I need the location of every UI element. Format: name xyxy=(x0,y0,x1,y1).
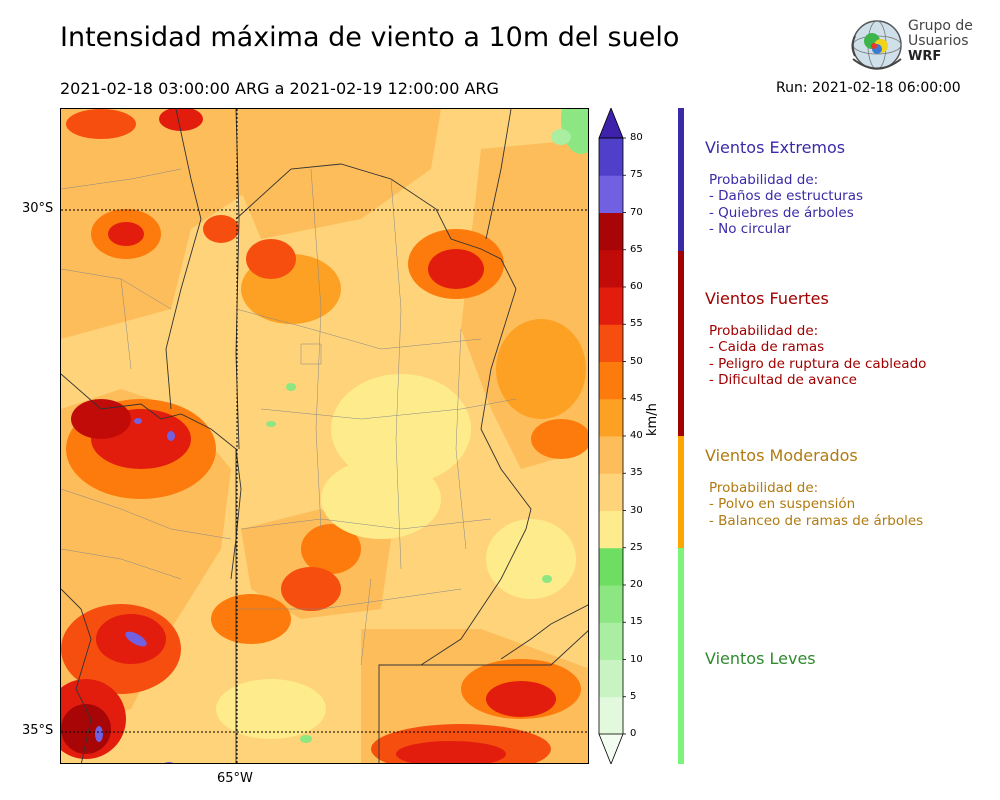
extremos-item-2: - Quiebres de árboles xyxy=(709,204,854,221)
category-leves-title: Vientos Leves xyxy=(705,649,816,668)
wind-map xyxy=(60,108,589,764)
colorbar-unit: km/h xyxy=(645,403,660,436)
colorbar-band xyxy=(599,696,623,735)
boundaries xyxy=(61,109,588,763)
logo-line1: Grupo de xyxy=(908,18,973,34)
colorbar-band xyxy=(599,547,623,586)
colorbar-tick-label: 15 xyxy=(630,616,643,628)
graticule xyxy=(61,109,588,763)
moderados-desc-title: Probabilidad de: xyxy=(709,480,819,496)
colorbar-tick-label: 5 xyxy=(630,690,637,702)
extremos-item-3: - No circular xyxy=(709,220,791,237)
fuertes-item-2: - Peligro de ruptura de cableado xyxy=(709,355,927,372)
colorbar-extend-high xyxy=(598,108,624,139)
forecast-period: 2021-02-18 03:00:00 ARG a 2021-02-19 12:… xyxy=(60,79,499,98)
category-fuertes-title: Vientos Fuertes xyxy=(705,289,829,308)
legend-bar-segment xyxy=(678,108,684,251)
colorbar-tick-label: 35 xyxy=(630,467,643,479)
colorbar-band xyxy=(599,175,623,213)
run-time: Run: 2021-02-18 06:00:00 xyxy=(776,80,961,96)
colorbar-tick-label: 55 xyxy=(630,318,643,330)
category-extremos-desc: Probabilidad de: - Daños de estructuras … xyxy=(709,172,863,237)
colorbar-band xyxy=(599,622,623,660)
colorbar-tick-label: 30 xyxy=(630,504,643,516)
colorbar-tick-label: 0 xyxy=(630,728,637,739)
colorbar-tick-label: 45 xyxy=(630,392,643,404)
category-extremos-title: Vientos Extremos xyxy=(705,138,846,157)
fuertes-item-1: - Caida de ramas xyxy=(709,339,825,356)
legend-bar-segment xyxy=(678,436,684,548)
logo-line2: Usuarios xyxy=(908,33,969,49)
fuertes-item-3: - Dificultad de avance xyxy=(709,371,857,388)
legend-bar-segment xyxy=(678,251,684,436)
colorbar-band xyxy=(599,659,623,698)
moderados-item-1: - Polvo en suspensión xyxy=(709,496,856,513)
colorbar-band xyxy=(599,473,623,511)
logo-text: Grupo de Usuarios WRF xyxy=(908,18,973,65)
internal-boundaries xyxy=(61,168,517,666)
legend-bar-segment xyxy=(678,548,684,764)
logo-line3: WRF xyxy=(908,49,942,64)
colorbar-band xyxy=(599,249,623,288)
colorbar-band xyxy=(599,212,623,251)
lat-label-35s: 35°S xyxy=(22,723,54,738)
colorbar-tick-label: 20 xyxy=(630,579,643,590)
chart-title: Intensidad máxima de viento a 10m del su… xyxy=(60,22,680,53)
colorbar-tick-label: 60 xyxy=(630,281,643,292)
colorbar-band xyxy=(599,510,623,549)
colorbar-band xyxy=(599,287,623,325)
colorbar-tick-label: 10 xyxy=(630,653,643,665)
globe-icon xyxy=(851,20,902,70)
colorbar-tick-label: 80 xyxy=(630,132,643,143)
category-fuertes-desc: Probabilidad de: - Caida de ramas - Peli… xyxy=(709,323,926,388)
colorbar-tick-label: 65 xyxy=(630,243,643,255)
extremos-item-1: - Daños de estructuras xyxy=(709,188,864,205)
grupo-wrf-logo: Grupo de Usuarios WRF xyxy=(848,16,973,74)
category-moderados-title: Vientos Moderados xyxy=(705,446,858,465)
colorbar-tick-label: 75 xyxy=(630,169,643,181)
colorbar-tick-label: 25 xyxy=(630,541,643,553)
wind-field xyxy=(61,109,588,763)
colorbar-band xyxy=(599,361,623,400)
category-moderados-desc: Probabilidad de: - Polvo en suspensión -… xyxy=(709,480,923,529)
fuertes-desc-title: Probabilidad de: xyxy=(709,323,819,339)
colorbar-band xyxy=(599,585,623,623)
colorbar-band xyxy=(599,398,623,437)
lon-label-65w: 65°W xyxy=(217,771,253,786)
colorbar-tick-label: 40 xyxy=(630,430,643,441)
colorbar-band xyxy=(599,324,623,362)
colorbar-band xyxy=(599,138,623,176)
colorbar xyxy=(598,108,626,764)
colorbar-band xyxy=(599,436,623,474)
colorbar-extend-low xyxy=(598,733,624,764)
colorbar-tick-label: 50 xyxy=(630,355,643,367)
lat-label-30s: 30°S xyxy=(22,201,54,216)
colorbar-tick-label: 70 xyxy=(630,206,643,218)
extremos-desc-title: Probabilidad de: xyxy=(709,172,819,188)
moderados-item-2: - Balanceo de ramas de árboles xyxy=(709,512,924,529)
